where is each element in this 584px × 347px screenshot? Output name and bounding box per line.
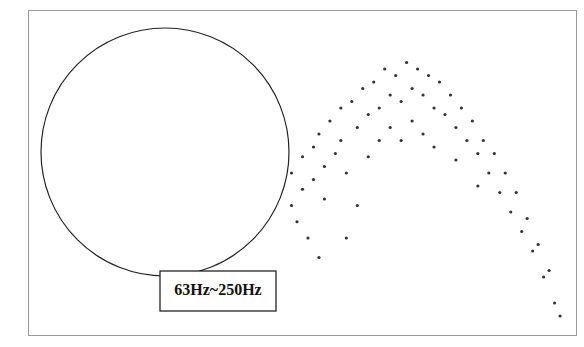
svg-text:63Hz~250Hz: 63Hz~250Hz xyxy=(174,281,261,298)
